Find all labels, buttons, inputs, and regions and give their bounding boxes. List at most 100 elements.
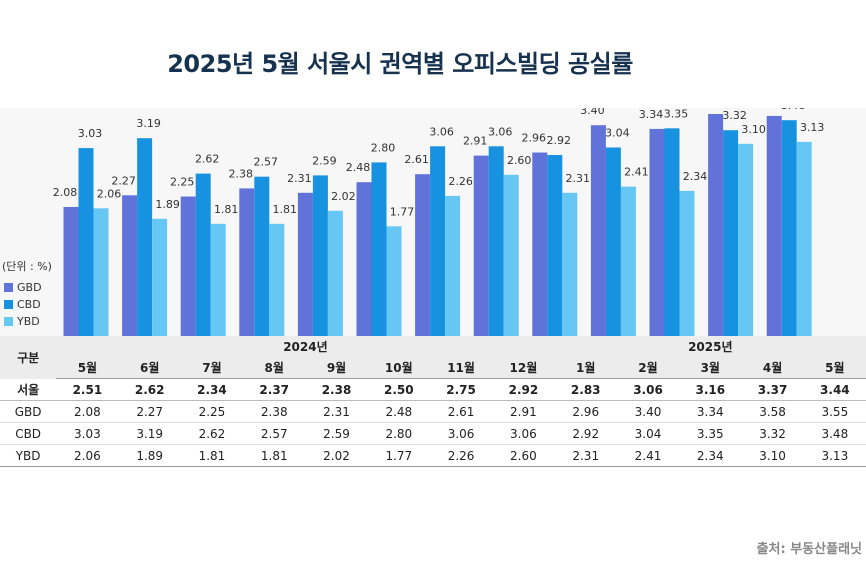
unit-label: (단위 : %) xyxy=(2,260,52,273)
table-cell: 1.77 xyxy=(367,444,430,467)
bar-cbd xyxy=(430,146,446,336)
data-label: 2.08 xyxy=(53,186,78,199)
data-label: 2.25 xyxy=(170,176,195,189)
table-row: 서울 2.51 2.62 2.34 2.37 2.38 2.50 2.75 2.92 2.83 3.… xyxy=(0,378,866,401)
legend: GBD CBD YBD xyxy=(4,279,42,330)
data-label: 2.26 xyxy=(448,175,473,188)
data-label: 2.91 xyxy=(463,135,488,148)
bar-ybd xyxy=(562,192,578,336)
source-label: 출처: 부동산플래닛 xyxy=(756,542,862,557)
table-cell: 2.80 xyxy=(367,422,430,445)
bar-cbd xyxy=(781,120,797,336)
table-cell: 2.31 xyxy=(305,400,368,423)
data-label: 1.81 xyxy=(273,203,298,216)
data-label: 2.61 xyxy=(404,153,429,166)
table-cell: 2.91 xyxy=(492,400,555,423)
table-cell: 2.50 xyxy=(367,378,430,401)
table-cell: 3.06 xyxy=(429,422,493,445)
bar-cbd xyxy=(488,146,504,336)
bar-gbd xyxy=(532,152,548,336)
bar-gbd xyxy=(473,155,489,336)
bar-cbd xyxy=(547,155,563,336)
table-cell: 2.92 xyxy=(554,422,617,445)
legend-item: YBD xyxy=(4,313,42,330)
data-label: 2.57 xyxy=(254,156,279,169)
row-label: YBD xyxy=(0,444,57,467)
table-cell: 3.34 xyxy=(679,400,742,423)
table-cell: 3.37 xyxy=(741,378,804,401)
table-row: GBD 2.08 2.27 2.25 2.38 2.31 2.48 2.61 2.91 2.96 3… xyxy=(0,400,866,423)
bar-cbd xyxy=(664,128,680,336)
data-label: 1.89 xyxy=(155,198,180,211)
table-cell: 3.13 xyxy=(803,444,866,467)
data-label: 2.60 xyxy=(507,154,532,167)
table-cell: 2.08 xyxy=(56,400,119,423)
table-cell: 3.03 xyxy=(56,422,119,445)
bar-cbd xyxy=(723,130,739,336)
bar-gbd xyxy=(297,192,313,336)
bar-gbd xyxy=(356,182,372,336)
data-label: 3.40 xyxy=(580,108,605,117)
data-label: 2.27 xyxy=(111,174,136,187)
data-label: 3.32 xyxy=(722,109,747,122)
bar-ybd xyxy=(152,218,168,336)
table-cell: 3.04 xyxy=(616,422,680,445)
table-cell: 2.61 xyxy=(429,400,493,423)
legend-swatch xyxy=(4,300,13,309)
table-cell: 2.34 xyxy=(679,444,742,467)
bar-cbd xyxy=(605,147,621,336)
bar-gbd xyxy=(708,114,724,336)
month-header: 7월 xyxy=(180,357,244,379)
table-cell: 2.38 xyxy=(243,400,306,423)
legend-item: CBD xyxy=(4,296,42,313)
bar-ybd xyxy=(738,143,754,336)
data-label: 3.06 xyxy=(488,125,513,138)
data-label: 3.35 xyxy=(664,108,689,120)
table-cell: 2.27 xyxy=(118,400,181,423)
chart-title: 2025년 5월 서울시 권역별 오피스빌딩 공실률 xyxy=(167,50,633,78)
data-label: 2.38 xyxy=(229,167,254,180)
bar-cbd xyxy=(137,138,153,336)
data-table: 구분 2024년 2025년 5월 6월 7월 8월 9월 10월 11월 12월 1월 2월 3월… xyxy=(0,336,866,467)
year-header-row: 구분 2024년 2025년 xyxy=(0,336,866,379)
bar-ybd xyxy=(93,208,109,336)
month-header: 5월 xyxy=(56,357,119,379)
table-cell: 2.48 xyxy=(367,400,430,423)
table-cell: 3.32 xyxy=(741,422,804,445)
month-header: 8월 xyxy=(243,357,306,379)
bar-ybd xyxy=(327,210,343,336)
table-cell: 1.81 xyxy=(243,444,306,467)
table-cell: 2.62 xyxy=(180,422,244,445)
bar-gbd xyxy=(649,128,665,336)
data-label: 2.02 xyxy=(331,190,356,203)
table-cell: 1.89 xyxy=(118,444,181,467)
legend-label: GBD xyxy=(17,281,42,294)
bar-gbd xyxy=(415,174,431,336)
table-cell: 2.31 xyxy=(554,444,617,467)
month-header: 3월 xyxy=(679,357,742,379)
data-label: 2.31 xyxy=(566,172,591,185)
data-label: 2.80 xyxy=(371,141,396,154)
table-row: YBD 2.06 1.89 1.81 1.81 2.02 1.77 2.26 2.60 2.31 2… xyxy=(0,444,866,467)
bar-cbd xyxy=(78,148,94,336)
year-label-2025: 2025년 xyxy=(554,336,866,357)
table-cell: 3.44 xyxy=(803,378,866,401)
bar-gbd xyxy=(239,188,255,336)
data-label: 2.31 xyxy=(287,172,312,185)
year-label-2024: 2024년 xyxy=(56,336,555,357)
bar-ybd xyxy=(210,223,226,336)
month-header: 9월 xyxy=(305,357,368,379)
table-cell: 2.38 xyxy=(305,378,368,401)
table-cell: 3.06 xyxy=(492,422,555,445)
row-label: CBD xyxy=(0,422,57,445)
bar-cbd xyxy=(254,176,270,336)
table-cell: 3.55 xyxy=(803,400,866,423)
table-cell: 2.37 xyxy=(243,378,306,401)
table-cell: 2.02 xyxy=(305,444,368,467)
data-label: 2.48 xyxy=(346,161,371,174)
month-header: 11월 xyxy=(429,357,493,379)
table-cell: 2.92 xyxy=(492,378,555,401)
bar-cbd xyxy=(312,175,328,336)
month-header: 5월 xyxy=(803,357,866,379)
month-header: 1월 xyxy=(554,357,617,379)
